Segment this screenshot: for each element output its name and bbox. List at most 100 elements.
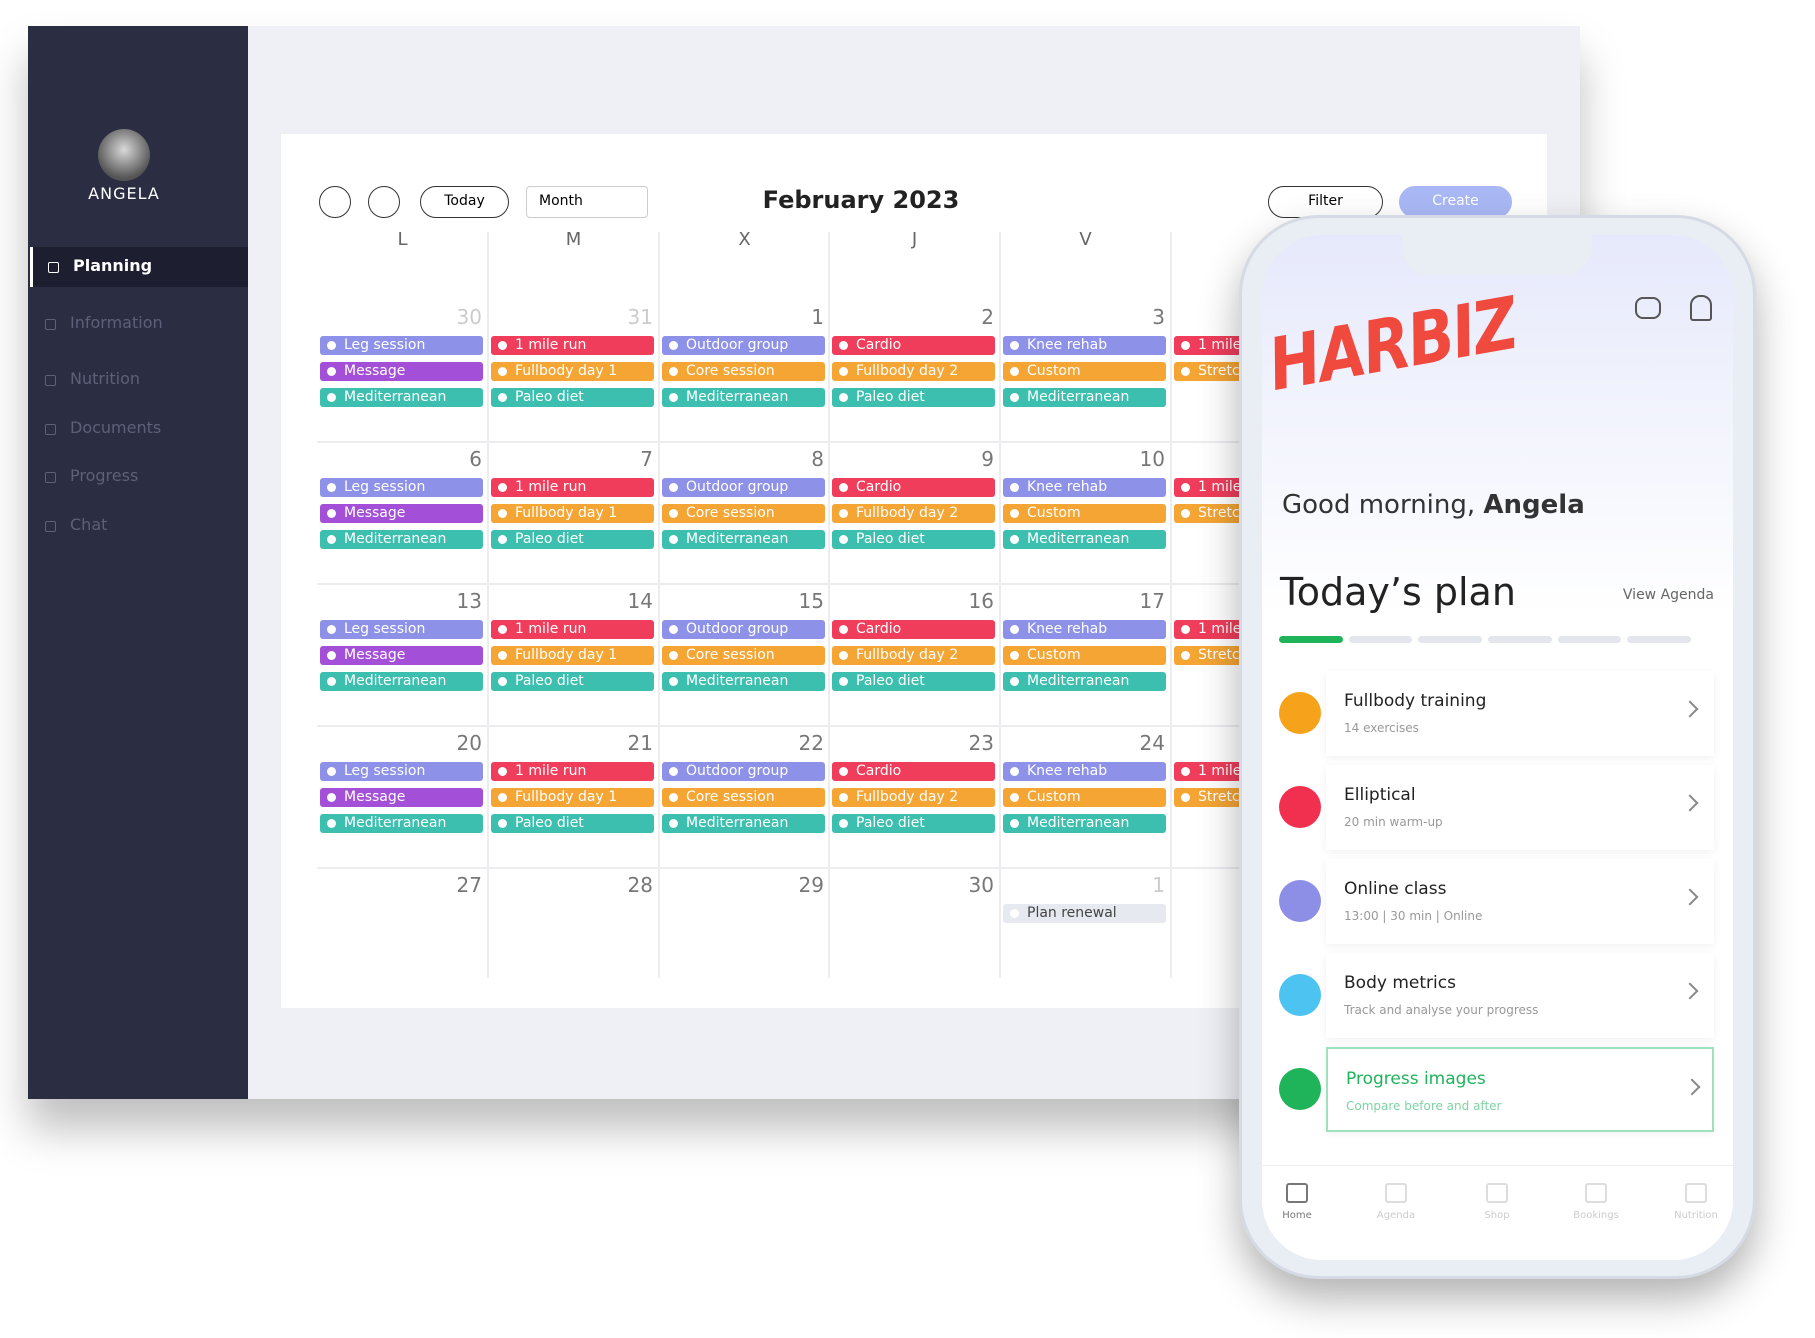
calendar-event[interactable]: Outdoor group	[662, 762, 825, 781]
nav-item[interactable]: Documents	[30, 409, 248, 449]
calendar-event[interactable]: Paleo diet	[832, 530, 995, 549]
calendar-event[interactable]: Message	[320, 504, 483, 523]
calendar-event[interactable]: Custom	[1003, 788, 1166, 807]
nav-icon	[45, 319, 56, 330]
calendar-event[interactable]: Leg session	[320, 478, 483, 497]
calendar-event[interactable]: 1 mile run	[491, 478, 654, 497]
calendar-event[interactable]: Fullbody day 2	[832, 362, 995, 381]
item-title: Progress images	[1346, 1069, 1486, 1089]
filter-button[interactable]: Filter	[1268, 186, 1383, 218]
calendar-event[interactable]: Mediterranean	[662, 388, 825, 407]
calendar-event[interactable]: Outdoor group	[662, 620, 825, 639]
calendar-event[interactable]: Cardio	[832, 478, 995, 497]
calendar-event[interactable]: Core session	[662, 646, 825, 665]
item-icon	[1279, 786, 1321, 828]
nav-item[interactable]: Progress	[30, 457, 248, 497]
calendar-event[interactable]: Mediterranean	[1003, 530, 1166, 549]
tab-label[interactable]: Agenda	[1376, 1210, 1416, 1221]
calendar-event[interactable]: Core session	[662, 788, 825, 807]
calendar-event[interactable]: Custom	[1003, 362, 1166, 381]
nav-item[interactable]: Nutrition	[30, 360, 248, 400]
next-button[interactable]	[368, 186, 400, 218]
calendar-event[interactable]: Mediterranean	[1003, 814, 1166, 833]
calendar-event[interactable]: Paleo diet	[491, 672, 654, 691]
nav-item[interactable]: Planning	[30, 247, 248, 287]
calendar-event[interactable]: Fullbody day 1	[491, 362, 654, 381]
chat-icon[interactable]	[1635, 297, 1661, 319]
calendar-event[interactable]: Outdoor group	[662, 478, 825, 497]
calendar-event[interactable]: Fullbody day 1	[491, 504, 654, 523]
nav-item[interactable]: Information	[30, 304, 248, 344]
plan-item[interactable]: Online class 13:00 | 30 min | Online	[1326, 859, 1714, 944]
calendar-event[interactable]: Knee rehab	[1003, 762, 1166, 781]
calendar-event[interactable]: 1 mile run	[491, 762, 654, 781]
calendar-event[interactable]: Custom	[1003, 504, 1166, 523]
calendar-event[interactable]: Paleo diet	[832, 672, 995, 691]
plan-item[interactable]: Fullbody training 14 exercises	[1326, 671, 1714, 756]
calendar-event[interactable]: Fullbody day 2	[832, 504, 995, 523]
tab-label[interactable]: Shop	[1484, 1210, 1510, 1221]
tab-icon[interactable]	[1685, 1183, 1707, 1203]
nav-item[interactable]: Chat	[30, 506, 248, 546]
calendar-event[interactable]: Fullbody day 1	[491, 646, 654, 665]
tab-icon[interactable]	[1585, 1183, 1607, 1203]
calendar-event[interactable]: 1 mile run	[491, 620, 654, 639]
calendar-event[interactable]: Message	[320, 788, 483, 807]
day-number: 23	[968, 731, 994, 755]
tab-label[interactable]: Home	[1282, 1210, 1312, 1221]
calendar-event[interactable]: Plan renewal	[1003, 904, 1166, 923]
tab-label[interactable]: Bookings	[1573, 1210, 1619, 1221]
bell-icon[interactable]	[1690, 295, 1712, 321]
tab-icon[interactable]	[1385, 1183, 1407, 1203]
calendar-event[interactable]: Knee rehab	[1003, 620, 1166, 639]
calendar-event[interactable]: Cardio	[832, 620, 995, 639]
view-agenda-link[interactable]: View Agenda	[1622, 587, 1714, 603]
calendar-event[interactable]: Fullbody day 2	[832, 646, 995, 665]
calendar-event[interactable]: Mediterranean	[1003, 388, 1166, 407]
plan-item[interactable]: Body metrics Track and analyse your progr…	[1326, 953, 1714, 1038]
calendar-event[interactable]: Mediterranean	[320, 388, 483, 407]
calendar-event[interactable]: Paleo diet	[491, 530, 654, 549]
calendar-event[interactable]: Cardio	[832, 336, 995, 355]
view-select[interactable]: Month	[526, 186, 648, 218]
calendar-event[interactable]: Leg session	[320, 620, 483, 639]
plan-item[interactable]: Elliptical 20 min warm-up	[1326, 765, 1714, 850]
calendar-event[interactable]: Mediterranean	[320, 814, 483, 833]
today-button[interactable]: Today	[420, 186, 509, 218]
calendar-event[interactable]: Paleo diet	[491, 814, 654, 833]
calendar-event[interactable]: Knee rehab	[1003, 478, 1166, 497]
calendar-event[interactable]: Message	[320, 646, 483, 665]
calendar-event[interactable]: Mediterranean	[1003, 672, 1166, 691]
item-subtitle: 13:00 | 30 min | Online	[1344, 909, 1483, 923]
user-name: ANGELA	[88, 184, 160, 203]
calendar-event[interactable]: Custom	[1003, 646, 1166, 665]
greeting-text: Good morning,	[1282, 490, 1484, 520]
tab-icon[interactable]	[1286, 1183, 1308, 1203]
calendar-event[interactable]: Cardio	[832, 762, 995, 781]
calendar-event[interactable]: Leg session	[320, 336, 483, 355]
calendar-event[interactable]: Message	[320, 362, 483, 381]
calendar-event[interactable]: Mediterranean	[662, 814, 825, 833]
calendar-event[interactable]: Paleo diet	[832, 388, 995, 407]
prev-button[interactable]	[319, 186, 351, 218]
calendar-event[interactable]: Leg session	[320, 762, 483, 781]
plan-item[interactable]: Progress images Compare before and after	[1326, 1047, 1714, 1132]
calendar-event[interactable]: Mediterranean	[662, 530, 825, 549]
calendar-event[interactable]: Mediterranean	[320, 530, 483, 549]
calendar-event[interactable]: Core session	[662, 362, 825, 381]
calendar-event[interactable]: Fullbody day 2	[832, 788, 995, 807]
calendar-event[interactable]: Paleo diet	[832, 814, 995, 833]
calendar-event[interactable]: Paleo diet	[491, 388, 654, 407]
tab-label[interactable]: Nutrition	[1674, 1210, 1718, 1221]
tab-icon[interactable]	[1486, 1183, 1508, 1203]
calendar-event[interactable]: Mediterranean	[662, 672, 825, 691]
calendar-event[interactable]: Knee rehab	[1003, 336, 1166, 355]
calendar-event[interactable]: Outdoor group	[662, 336, 825, 355]
calendar-event[interactable]: Mediterranean	[320, 672, 483, 691]
calendar-event[interactable]: Fullbody day 1	[491, 788, 654, 807]
calendar-event[interactable]: 1 mile run	[491, 336, 654, 355]
calendar-event[interactable]: Core session	[662, 504, 825, 523]
chevron	[1681, 794, 1699, 812]
nav-icon	[45, 424, 56, 435]
create-button[interactable]: Create	[1399, 186, 1512, 218]
